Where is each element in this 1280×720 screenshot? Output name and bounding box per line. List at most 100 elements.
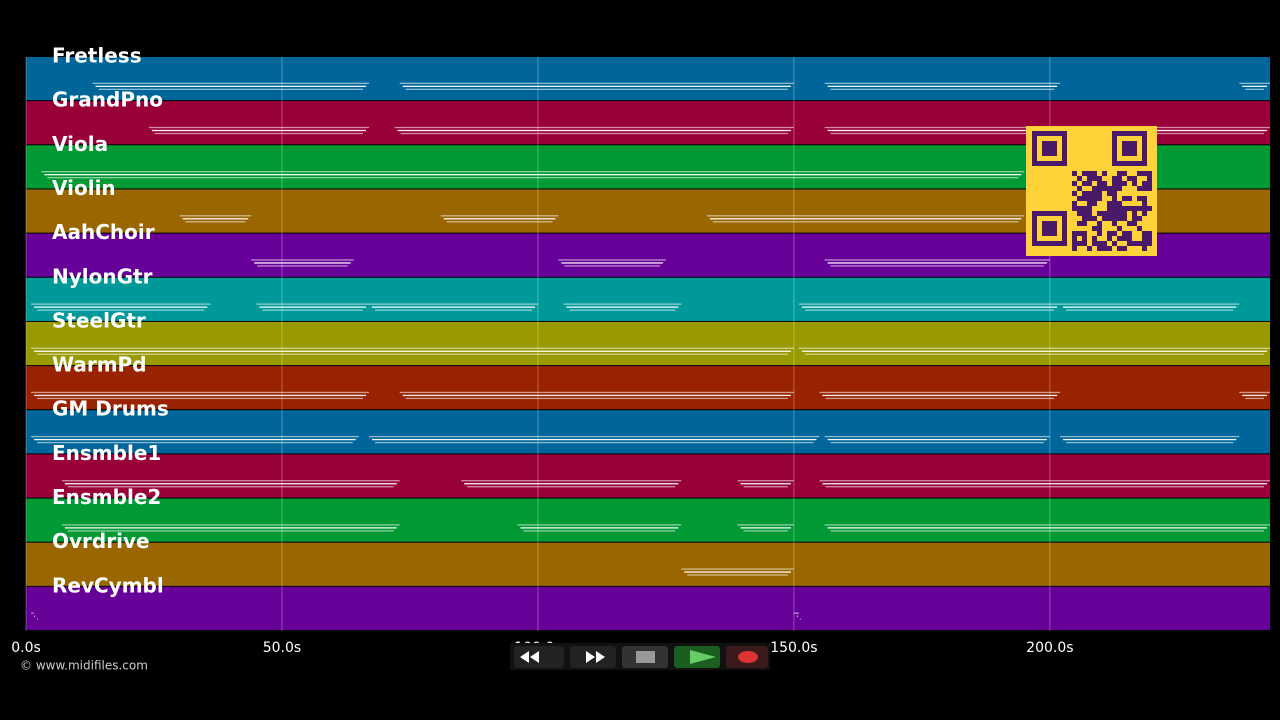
qr-cell [1147, 236, 1152, 241]
qr-cell [1097, 186, 1102, 191]
qr-cell [1077, 196, 1082, 201]
qr-cell [1112, 176, 1117, 181]
note-line [706, 215, 1025, 217]
note-line [563, 303, 682, 305]
note-line [1066, 441, 1234, 444]
qr-cell [1077, 176, 1082, 181]
note-line [822, 394, 1058, 397]
note-line [561, 262, 663, 264]
qr-cell [1132, 206, 1137, 211]
note-span [461, 480, 682, 488]
note-span [824, 259, 1050, 267]
note-span [737, 480, 794, 488]
note-line [64, 527, 397, 529]
note-line [566, 306, 679, 308]
qr-cell [1142, 201, 1147, 206]
note-line [374, 441, 814, 444]
qr-cell [1142, 181, 1147, 186]
note-line [825, 397, 1055, 400]
qr-cell [1142, 246, 1147, 251]
rewind-button[interactable] [514, 646, 564, 668]
qr-cell [1112, 211, 1117, 216]
note-line [805, 309, 1055, 311]
qr-cell [1122, 181, 1127, 186]
qr-cell [1147, 241, 1152, 246]
qr-cell [1122, 171, 1127, 176]
qr-cell [1102, 181, 1107, 186]
note-span [31, 391, 369, 400]
note-line [371, 438, 817, 441]
qr-cell [1122, 196, 1127, 201]
track-name: WarmPd [52, 353, 147, 377]
note-line [467, 486, 676, 488]
note-line [819, 480, 1270, 482]
note-line [402, 394, 791, 397]
qr-cell [1117, 206, 1122, 211]
note-line [822, 483, 1267, 485]
qr-cell [1102, 241, 1107, 246]
note-span [251, 259, 354, 267]
track-name: Ensmble1 [52, 441, 161, 465]
note-line [464, 483, 679, 485]
record-button[interactable] [726, 646, 768, 668]
qr-cell [1132, 221, 1137, 226]
qr-cell [1087, 201, 1092, 206]
qr-cell [1132, 241, 1137, 246]
note-line [569, 309, 676, 311]
note-line [47, 177, 1019, 179]
track-name: RevCymbl [52, 573, 164, 597]
qr-cell [1122, 231, 1127, 236]
note-line [830, 530, 1264, 532]
note-line [681, 568, 794, 570]
qr-cell [1142, 196, 1147, 201]
qr-cell [1092, 216, 1097, 221]
qr-code [1026, 126, 1157, 256]
qr-cell [1107, 216, 1112, 221]
note-line [446, 221, 553, 223]
track-name: NylonGtr [52, 264, 153, 288]
stop-button[interactable] [622, 646, 668, 668]
note-line [259, 306, 366, 308]
qr-cell [1092, 241, 1097, 246]
note-line [443, 218, 556, 220]
qr-cell [1087, 191, 1092, 196]
track-name: Violin [52, 176, 116, 200]
qr-cell [1082, 206, 1087, 211]
note-span [41, 171, 1025, 179]
note-line [737, 480, 794, 482]
note-line [154, 132, 363, 135]
play-button[interactable] [674, 646, 720, 668]
qr-cell [1087, 216, 1092, 221]
qr-cell [1147, 176, 1152, 181]
qr-cell [1112, 201, 1117, 206]
note-line [368, 435, 820, 438]
note-line [827, 527, 1267, 529]
qr-cell [1107, 201, 1112, 206]
qr-cell [1107, 186, 1112, 191]
note-line [400, 132, 788, 135]
qr-cell [1097, 231, 1102, 236]
note-line [1063, 306, 1237, 308]
note-line [805, 353, 1264, 355]
qr-cell [1117, 176, 1122, 181]
qr-cell [1087, 246, 1092, 251]
note-line [740, 527, 791, 529]
track-band [26, 498, 1270, 542]
note-line [564, 265, 660, 267]
note-line [684, 571, 791, 573]
qr-cell [1082, 191, 1087, 196]
note-line [1066, 309, 1234, 311]
note-line [687, 574, 788, 576]
qr-cell [1072, 181, 1077, 186]
forward-button[interactable] [570, 646, 616, 668]
qr-cell [1102, 246, 1107, 251]
note-line [179, 215, 252, 217]
note-span [179, 215, 252, 223]
qr-cell [1117, 181, 1122, 186]
note-line [1245, 397, 1264, 400]
note-line [368, 303, 538, 305]
note-span [394, 126, 794, 135]
qr-cell [1127, 241, 1132, 246]
qr-cell [1117, 211, 1122, 216]
